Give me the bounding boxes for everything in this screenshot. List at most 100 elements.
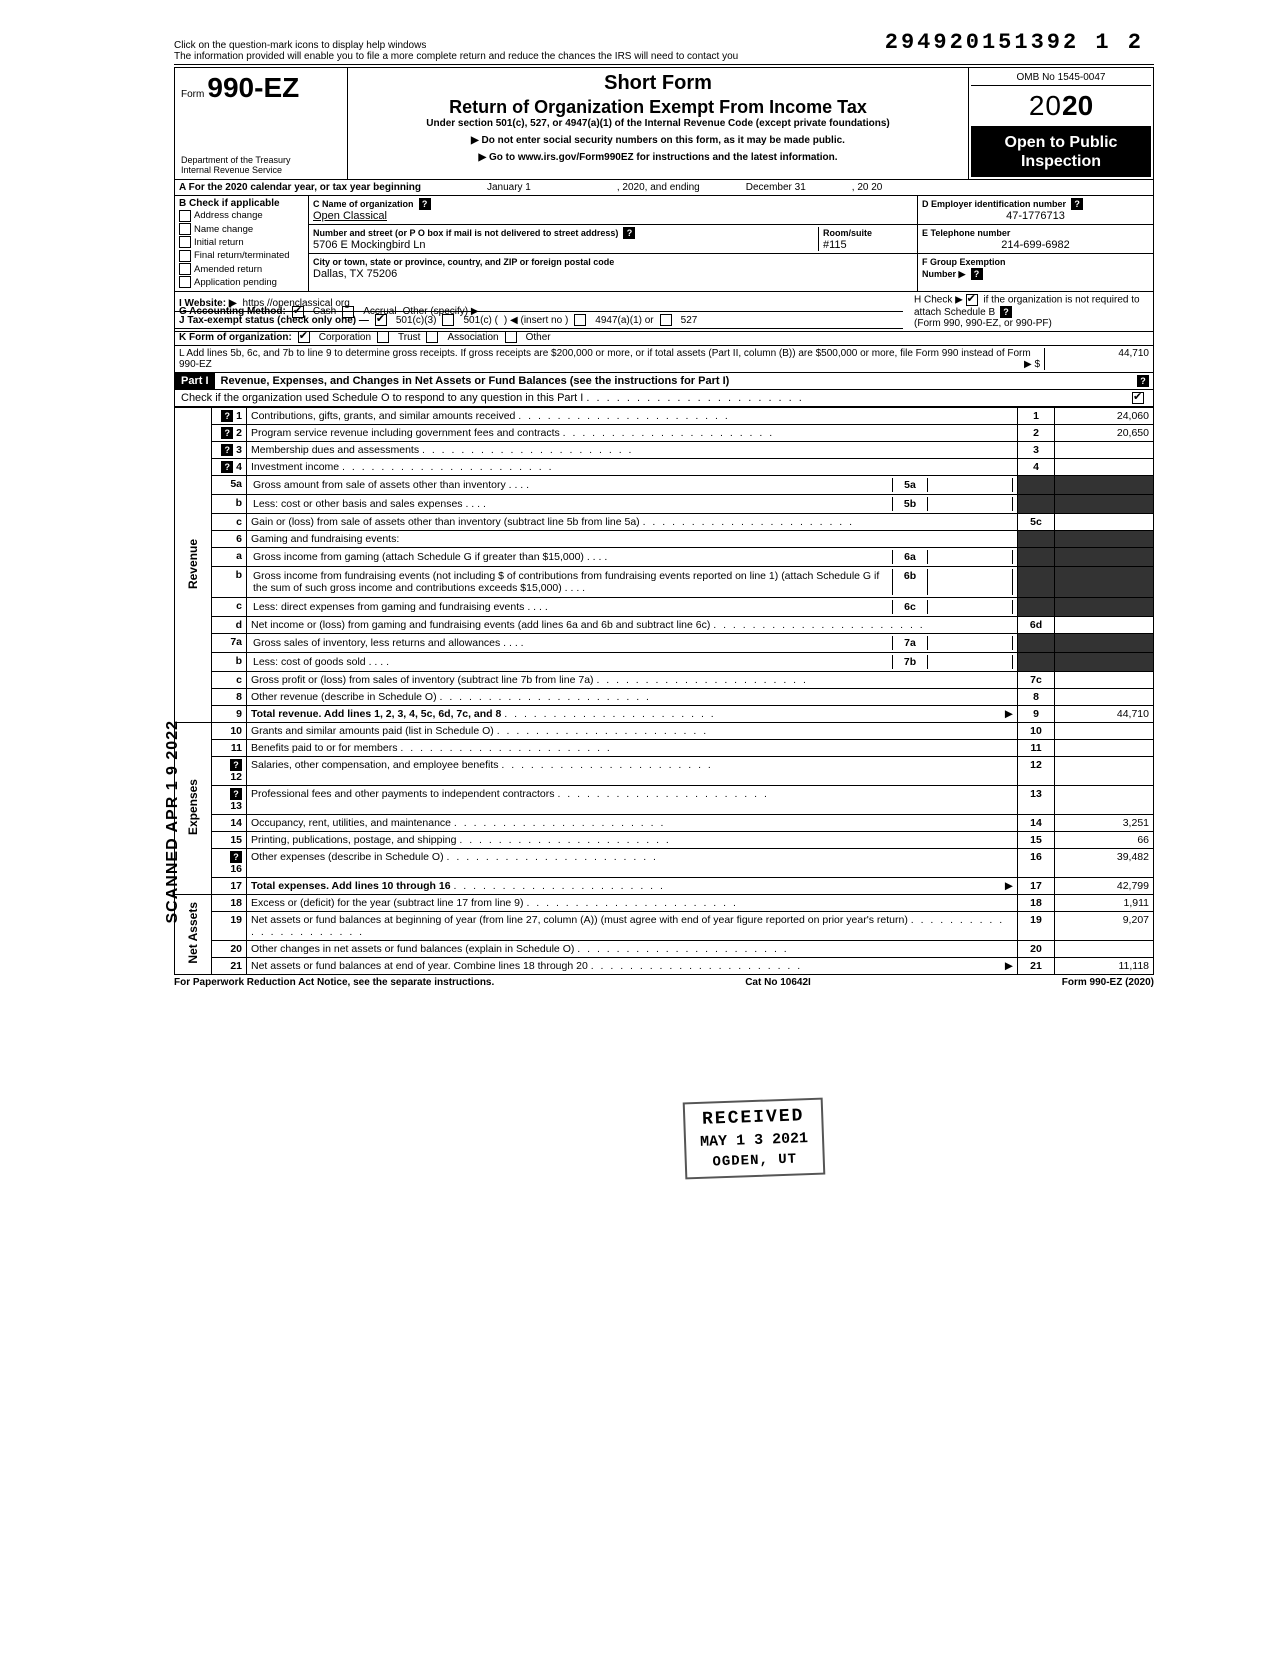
chk-sched-b[interactable]: [966, 294, 978, 306]
line-desc: Membership dues and assessments: [247, 442, 1018, 459]
help-icon[interactable]: ?: [221, 410, 233, 422]
shaded-cell: [1018, 548, 1055, 567]
shaded-cell: [1018, 531, 1055, 548]
line-row: 15Printing, publications, postage, and s…: [175, 832, 1154, 849]
chk-initial-return[interactable]: Initial return: [179, 236, 304, 249]
help-icon[interactable]: ?: [221, 444, 233, 456]
line-number: 7a: [212, 634, 247, 653]
line-row: ? 2Program service revenue including gov…: [175, 425, 1154, 442]
line-desc: Printing, publications, postage, and shi…: [247, 832, 1018, 849]
shaded-cell: [1055, 653, 1154, 672]
chk-cash[interactable]: [292, 306, 304, 318]
help-icon[interactable]: ?: [971, 268, 983, 280]
line-desc: Program service revenue including govern…: [247, 425, 1018, 442]
chk-other[interactable]: [505, 331, 517, 343]
shaded-cell: [1018, 476, 1055, 495]
chk-501c3[interactable]: [375, 314, 387, 326]
open-public-badge: Open to Public Inspection: [971, 127, 1151, 177]
line-number: ? 2: [212, 425, 247, 442]
line-row: bGross income from fundraising events (n…: [175, 567, 1154, 598]
help-icon[interactable]: ?: [221, 461, 233, 473]
chk-final-return[interactable]: Final return/terminated: [179, 249, 304, 262]
chk-schedule-o[interactable]: [1132, 392, 1144, 404]
shaded-cell: [1055, 567, 1154, 598]
line-amount: 66: [1055, 832, 1154, 849]
chk-application-pending[interactable]: Application pending: [179, 276, 304, 289]
line-desc: Gross sales of inventory, less returns a…: [247, 634, 1018, 653]
line-k: K Form of organization: Corporation Trus…: [174, 329, 1154, 346]
line-desc: Investment income: [247, 459, 1018, 476]
line-code: 1: [1018, 408, 1055, 425]
omb-number: OMB No 1545-0047: [971, 70, 1151, 86]
line-amount: 20,650: [1055, 425, 1154, 442]
line-amount: [1055, 757, 1154, 786]
ein: 47-1776713: [922, 210, 1149, 222]
line-number: c: [212, 672, 247, 689]
line-number: 5a: [212, 476, 247, 495]
line-l-amount: 44,710: [1044, 348, 1149, 370]
line-row: Net Assets18Excess or (deficit) for the …: [175, 895, 1154, 912]
section-f: F Group Exemption Number ▶ ?: [918, 254, 1153, 291]
chk-corporation[interactable]: [298, 331, 310, 343]
line-desc: Less: cost or other basis and sales expe…: [247, 495, 1018, 514]
line-row: cLess: direct expenses from gaming and f…: [175, 598, 1154, 617]
website-label: I Website: ▶: [179, 298, 237, 309]
ssn-note: ▶ Do not enter social security numbers o…: [354, 135, 962, 146]
help-icon[interactable]: ?: [1071, 198, 1083, 210]
line-code: 3: [1018, 442, 1055, 459]
chk-amended-return[interactable]: Amended return: [179, 263, 304, 276]
row-a-mid: , 2020, and ending: [617, 182, 700, 193]
help-icon[interactable]: ?: [1000, 306, 1012, 318]
phone: 214-699-6982: [922, 239, 1149, 251]
help-icon[interactable]: ?: [230, 851, 242, 863]
help-icon[interactable]: ?: [1137, 375, 1149, 387]
help-icon[interactable]: ?: [230, 788, 242, 800]
line-desc: Other expenses (describe in Schedule O): [247, 849, 1018, 878]
footer-left: For Paperwork Reduction Act Notice, see …: [174, 977, 494, 988]
line-desc: Gross income from fundraising events (no…: [247, 567, 1018, 598]
line-desc: Less: cost of goods sold . . . .7b: [247, 653, 1018, 672]
line-row: 8Other revenue (describe in Schedule O) …: [175, 689, 1154, 706]
chk-trust[interactable]: [377, 331, 389, 343]
form-page: 294920151392 1 2 Click on the question-m…: [174, 40, 1154, 990]
line-code: 20: [1018, 941, 1055, 958]
line-code: 21: [1018, 958, 1055, 975]
chk-527[interactable]: [660, 314, 672, 326]
part1-tag: Part I: [175, 373, 215, 389]
line-number: c: [212, 598, 247, 617]
row-a-end2: , 20 20: [852, 182, 883, 193]
line-amount: [1055, 459, 1154, 476]
chk-501c[interactable]: [442, 314, 454, 326]
help-icon[interactable]: ?: [230, 759, 242, 771]
help-icon[interactable]: ?: [623, 227, 635, 239]
line-row: ? 4Investment income 4: [175, 459, 1154, 476]
chk-accrual[interactable]: [342, 306, 354, 318]
sidelabel-revenue: Revenue: [175, 408, 212, 723]
line-amount: 39,482: [1055, 849, 1154, 878]
dept-label: Department of the Treasury: [181, 155, 341, 165]
line-row: cGain or (loss) from sale of assets othe…: [175, 514, 1154, 531]
chk-address-change[interactable]: Address change: [179, 209, 304, 222]
irs-label: Internal Revenue Service: [181, 165, 341, 175]
shaded-cell: [1055, 495, 1154, 514]
line-number: b: [212, 653, 247, 672]
schedule-o-row: Check if the organization used Schedule …: [174, 390, 1154, 407]
form-number: 990-EZ: [207, 72, 299, 103]
help-icon[interactable]: ?: [221, 427, 233, 439]
chk-association[interactable]: [426, 331, 438, 343]
help-icon[interactable]: ?: [419, 198, 431, 210]
line-row: cGross profit or (loss) from sales of in…: [175, 672, 1154, 689]
room-suite: Room/suite #115: [818, 227, 913, 251]
entity-grid: B Check if applicable Address change Nam…: [174, 196, 1154, 292]
header-right: OMB No 1545-0047 20202020 Open to Public…: [969, 68, 1153, 179]
line-code: 4: [1018, 459, 1055, 476]
stamp-received: RECEIVED: [699, 1106, 808, 1130]
line-number: 10: [212, 723, 247, 740]
chk-4947[interactable]: [574, 314, 586, 326]
city-state-zip: Dallas, TX 75206: [313, 268, 397, 280]
chk-name-change[interactable]: Name change: [179, 223, 304, 236]
shaded-cell: [1018, 567, 1055, 598]
footer: For Paperwork Reduction Act Notice, see …: [174, 975, 1154, 990]
line-amount: 1,911: [1055, 895, 1154, 912]
line-code: 14: [1018, 815, 1055, 832]
